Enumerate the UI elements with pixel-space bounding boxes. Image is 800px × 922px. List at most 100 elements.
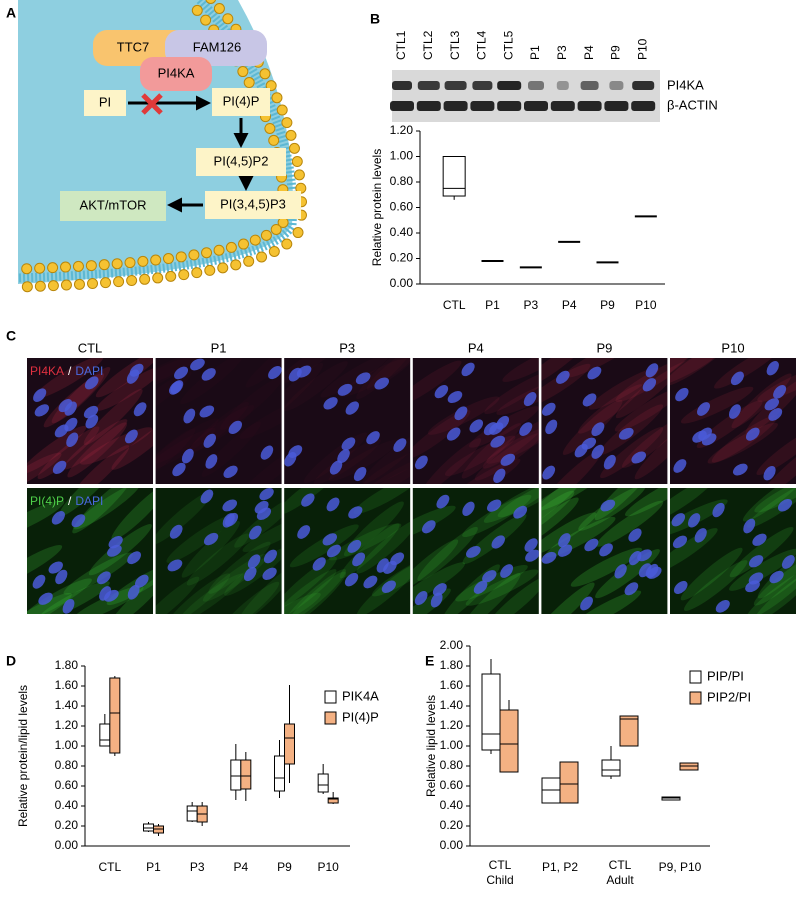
nucleus (52, 460, 67, 474)
nucleus (393, 438, 407, 452)
micrograph-content (541, 488, 668, 614)
y-tick-label: 0.60 (440, 778, 464, 792)
nucleus (355, 372, 371, 385)
lane-label: P4 (582, 45, 596, 60)
y-tick-label: 1.60 (55, 678, 79, 692)
nucleus (768, 408, 783, 421)
nucleus (174, 366, 189, 380)
nucleus (491, 535, 505, 549)
lipid-head (152, 272, 164, 284)
nucleus (224, 512, 239, 527)
x-tick-label: CTL (98, 860, 121, 874)
node-label: PI(4,5)P2 (214, 153, 269, 168)
x-tick-label: P1, P2 (542, 860, 578, 874)
micrograph-content (27, 358, 153, 484)
lipid-head (256, 251, 268, 263)
legend-swatch (324, 690, 337, 704)
lipid-head (175, 251, 187, 263)
blot-band (416, 101, 441, 111)
cell-body (680, 547, 743, 601)
lipid-head (238, 238, 250, 250)
blot-band (631, 101, 656, 111)
node-box (205, 191, 301, 219)
x-tick-label: P4 (562, 298, 577, 312)
micrograph (27, 358, 153, 484)
cell-body (541, 488, 584, 528)
lipid-head (113, 276, 125, 288)
nucleus (581, 437, 597, 450)
nucleus (38, 592, 53, 605)
nucleus (777, 498, 793, 512)
lipid-head (98, 259, 110, 271)
nucleus (469, 419, 484, 433)
y-tick-label: 1.00 (440, 738, 464, 752)
lipid-head (111, 258, 123, 270)
micrograph (412, 358, 539, 484)
lipid-head (47, 262, 59, 274)
nucleus (34, 404, 50, 417)
nucleus (584, 538, 599, 552)
lipid-head (264, 122, 276, 134)
cell-body (167, 573, 231, 614)
nucleus (134, 574, 149, 588)
cell-body (570, 547, 642, 587)
legend-label: PIP2/PI (707, 689, 751, 704)
nucleus (624, 582, 639, 596)
cell-body (37, 426, 100, 480)
nucleus (203, 433, 217, 448)
y-tick-label: 1.00 (55, 738, 79, 752)
lipid-head (225, 241, 237, 253)
lipid-head (60, 261, 72, 273)
nucleus (203, 532, 219, 546)
y-tick-label: 1.40 (55, 698, 79, 712)
nucleus (96, 571, 111, 585)
cell-body (484, 371, 539, 415)
y-tick-label: 0.40 (55, 798, 79, 812)
lipid-head (137, 255, 149, 267)
cell-body (753, 554, 796, 606)
block-mark (141, 93, 163, 115)
lipid-head (259, 68, 271, 80)
cell-body (757, 544, 796, 599)
x-tick-label: CTL (443, 298, 466, 312)
cell-body (166, 515, 233, 563)
nucleus (127, 551, 142, 565)
nucleus (66, 432, 79, 448)
cell-body (313, 438, 381, 484)
y-tick-label: 0.00 (440, 838, 464, 852)
micrograph (155, 488, 282, 614)
nucleus (322, 533, 338, 546)
nucleus (259, 488, 274, 501)
lipid-head (162, 253, 174, 265)
nucleus (366, 431, 380, 445)
lipid-head (217, 262, 229, 274)
lipid-head (34, 280, 46, 292)
y-tick-label: 1.20 (440, 718, 464, 732)
lipid-head (293, 169, 305, 181)
row-label-part: / (68, 364, 72, 378)
nucleus (414, 591, 428, 606)
micrograph-content (169, 358, 282, 479)
y-tick-label: 0.20 (390, 251, 414, 265)
lipid-head (288, 142, 300, 154)
panel-label: E (425, 653, 434, 669)
nucleus (743, 518, 756, 534)
nucleus (243, 567, 257, 582)
cell-body (465, 569, 539, 606)
nucleus (296, 365, 312, 378)
nucleus (486, 499, 502, 512)
row-label: PI4KA / DAPI (30, 364, 103, 378)
cell-body (502, 358, 539, 382)
nucleus (513, 505, 528, 519)
blot-band (580, 81, 599, 90)
column-label: P1 (211, 340, 227, 355)
nucleus (542, 465, 556, 480)
cell-body (589, 367, 659, 410)
cell-body (217, 581, 280, 614)
micrograph (155, 358, 282, 484)
lipid-head (139, 273, 151, 285)
cell-body (367, 459, 411, 484)
cell-body (289, 524, 359, 568)
box (186, 805, 198, 822)
